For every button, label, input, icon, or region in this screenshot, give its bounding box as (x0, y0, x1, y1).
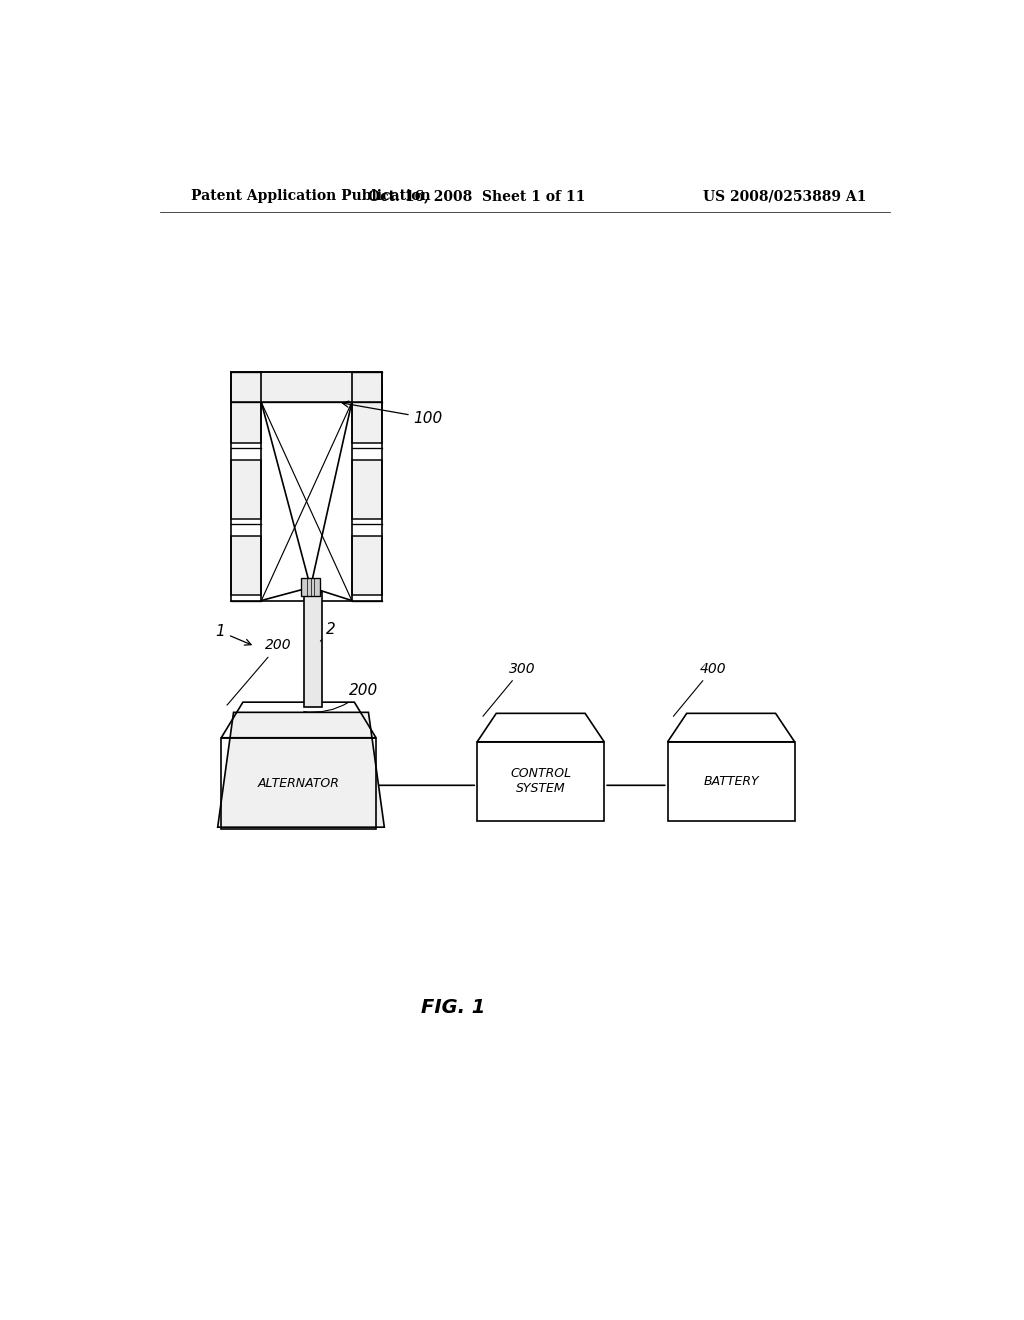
Polygon shape (231, 536, 261, 595)
Polygon shape (231, 372, 382, 403)
Text: BATTERY: BATTERY (703, 775, 759, 788)
Polygon shape (352, 383, 382, 444)
Bar (301, 578, 321, 597)
Text: 1: 1 (215, 624, 251, 645)
Polygon shape (352, 536, 382, 595)
Polygon shape (231, 383, 261, 444)
Polygon shape (231, 459, 261, 519)
Text: FIG. 1: FIG. 1 (421, 998, 485, 1016)
Text: Patent Application Publication: Patent Application Publication (191, 189, 431, 203)
Bar (221, 738, 376, 829)
Bar (304, 593, 322, 708)
Text: 300: 300 (483, 661, 536, 717)
Text: 200: 200 (227, 639, 292, 705)
Bar (477, 742, 604, 821)
Text: CONTROL
SYSTEM: CONTROL SYSTEM (510, 767, 571, 796)
Text: 100: 100 (342, 401, 443, 425)
Text: 400: 400 (674, 661, 726, 717)
Polygon shape (352, 459, 382, 519)
Text: 2: 2 (321, 622, 336, 642)
Text: 200: 200 (304, 682, 378, 713)
Text: Oct. 16, 2008  Sheet 1 of 11: Oct. 16, 2008 Sheet 1 of 11 (369, 189, 586, 203)
Bar (668, 742, 795, 821)
Text: ALTERNATOR: ALTERNATOR (258, 777, 340, 789)
Text: US 2008/0253889 A1: US 2008/0253889 A1 (702, 189, 866, 203)
Polygon shape (218, 713, 384, 828)
